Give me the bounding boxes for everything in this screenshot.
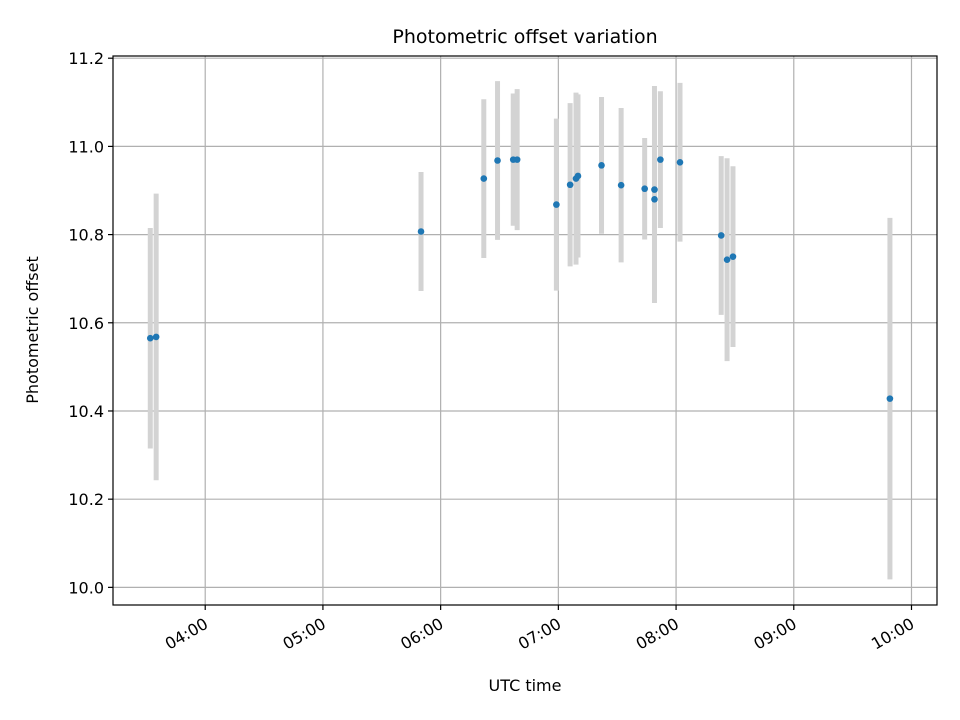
data-point-18 [717,232,725,239]
y-tick-label: 10.4 [68,402,104,421]
y-axis-ticks: 10.0 10.2 10.4 10.6 10.8 11.0 11.2 [68,49,113,597]
data-points [146,156,894,402]
data-point-12 [617,181,625,189]
plot-frame [112,55,938,606]
grid [113,56,937,605]
y-tick-label: 11.2 [68,49,104,68]
data-point-14 [651,196,658,203]
data-point-7 [553,201,560,208]
y-tick-label: 10.6 [68,314,104,333]
data-point-11 [598,162,605,169]
data-point-4 [494,157,501,164]
data-point-3 [480,175,488,182]
y-tick-label: 10.2 [68,490,104,509]
data-point-17 [676,158,684,166]
data-point-19 [723,256,731,264]
y-axis-title: Photometric offset [23,256,42,404]
data-point-13 [641,185,648,193]
y-tick-label: 10.8 [68,226,104,245]
data-point-16 [657,156,664,163]
data-point-15 [651,186,658,193]
y-tick-label: 10.0 [68,578,104,597]
y-tick-label: 11.0 [68,137,104,156]
chart-title: Photometric offset variation [392,26,657,48]
data-point-1 [152,333,160,341]
data-point-6 [513,156,521,163]
data-point-10 [574,172,582,180]
data-point-0 [146,334,154,342]
x-axis-title: UTC time [489,676,562,695]
data-point-21 [886,395,894,402]
data-point-2 [417,228,425,235]
data-point-8 [566,181,574,189]
data-point-20 [729,253,737,260]
